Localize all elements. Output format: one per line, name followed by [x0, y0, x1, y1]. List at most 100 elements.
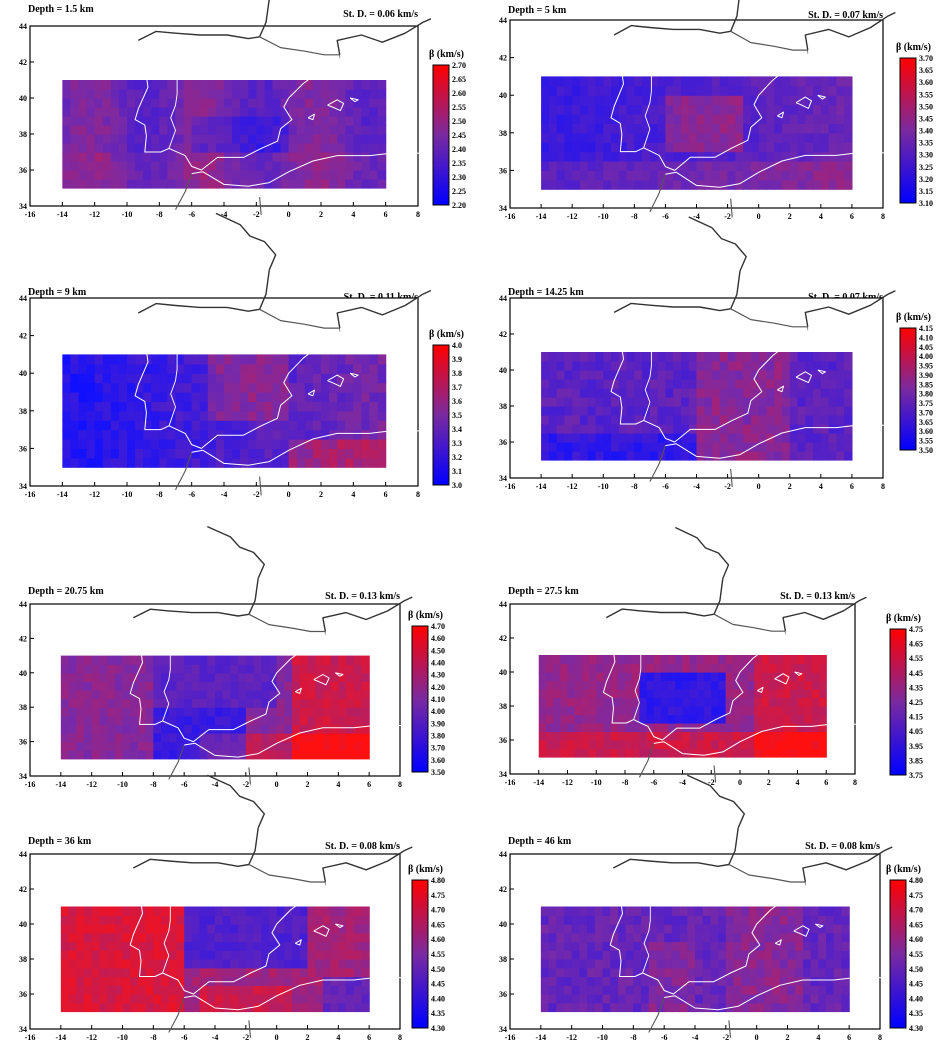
island-outline	[335, 672, 344, 677]
colorbar-tick-label: 4.55	[909, 950, 923, 959]
colorbar-tick-label: 2.25	[452, 187, 466, 196]
colorbar-tick-label: 3.85	[919, 380, 933, 389]
border-overlay	[613, 635, 648, 720]
x-tick-label: -4	[212, 780, 219, 789]
x-tick-label: -10	[117, 1033, 128, 1042]
x-tick-label: -12	[566, 1033, 577, 1042]
x-tick-label: -2	[724, 482, 731, 491]
x-tick-label: -16	[25, 1033, 36, 1042]
coastline	[802, 846, 893, 886]
y-tick-label: 40	[499, 91, 507, 100]
x-tick-label: 8	[398, 1033, 402, 1042]
depth-label: Depth = 14.25 km	[508, 287, 584, 298]
y-tick-label: 44	[19, 22, 27, 31]
x-tick-label: 8	[416, 210, 420, 219]
colorbar-tick-label: 3.5	[452, 411, 462, 420]
x-tick-label: -14	[55, 1033, 66, 1042]
colorbar-tick-label: 4.70	[431, 622, 445, 631]
x-tick-label: -12	[86, 1033, 97, 1042]
colorbar-tick-label: 2.40	[452, 145, 466, 154]
colorbar-tick-label: 4.05	[919, 343, 933, 352]
x-tick-label: 4	[351, 210, 355, 219]
velocity-field	[538, 655, 827, 758]
colorbar-tick-label: 3.70	[919, 408, 933, 417]
colorbar-tick-label: 4.40	[431, 659, 445, 668]
x-tick-label: 6	[850, 482, 854, 491]
island-outline	[313, 925, 330, 937]
y-tick-label: 36	[499, 166, 507, 175]
x-tick-label: -6	[661, 1033, 668, 1042]
coastline	[336, 289, 432, 332]
colorbar-tick-label: 4.60	[431, 935, 445, 944]
y-tick-label: 44	[499, 850, 507, 859]
x-tick-label: 6	[367, 780, 371, 789]
x-tick-label: -4	[212, 1033, 219, 1042]
border-overlay	[146, 59, 185, 149]
colorbar-tick-label: 3.10	[919, 199, 933, 208]
colorbar-tick-label: 3.6	[452, 397, 462, 406]
colorbar-tick-label: 4.30	[431, 671, 445, 680]
x-tick-label: 2	[767, 778, 771, 787]
map-panel: Depth = 46 km St. D. = 0.08 km/s -16 -14 -12…	[499, 774, 923, 1042]
y-tick-label: 38	[499, 702, 507, 711]
y-tick-label: 42	[499, 54, 507, 63]
x-tick-label: 0	[757, 212, 761, 221]
y-tick-label: 34	[19, 482, 27, 491]
x-tick-label: -8	[156, 210, 163, 219]
depth-label: Depth = 9 km	[28, 287, 87, 298]
y-tick-label: 44	[499, 294, 507, 303]
colorbar-tick-label: 3.75	[909, 771, 923, 780]
colorbar-tick-label: 3.60	[919, 78, 933, 87]
x-tick-label: -12	[562, 778, 573, 787]
x-tick-label: -14	[535, 1033, 546, 1042]
y-tick-label: 36	[19, 990, 27, 999]
coastline-overlay	[134, 324, 341, 449]
depth-label: Depth = 27.5 km	[508, 586, 579, 597]
coastline	[322, 596, 413, 636]
colorbar-title: β (km/s)	[429, 49, 464, 60]
y-tick-label: 42	[499, 634, 507, 643]
velocity-field	[62, 80, 387, 189]
x-tick-label: 8	[853, 778, 857, 787]
std-dev-label: St. D. = 0.07 km/s	[808, 10, 883, 21]
border-line	[728, 1020, 732, 1038]
x-tick-label: -2	[724, 212, 731, 221]
x-tick-label: 4	[336, 1033, 340, 1042]
y-tick-label: 34	[499, 770, 507, 779]
border-line	[259, 308, 341, 329]
coastline	[804, 11, 896, 54]
x-tick-label: -10	[591, 778, 602, 787]
x-tick-label: -8	[622, 778, 629, 787]
std-dev-label: St. D. = 0.13 km/s	[325, 591, 400, 602]
x-tick-label: -2	[253, 490, 260, 499]
x-tick-label: -10	[117, 780, 128, 789]
colorbar-tick-label: 4.40	[909, 994, 923, 1003]
colorbar-tick-label: 2.70	[452, 61, 466, 70]
y-tick-label: 34	[499, 1025, 507, 1034]
y-tick-label: 44	[19, 850, 27, 859]
x-tick-label: -4	[679, 778, 686, 787]
colorbar-title: β (km/s)	[896, 312, 931, 323]
colorbar	[432, 344, 450, 486]
coastline-overlay	[610, 46, 809, 171]
x-tick-label: -8	[150, 1033, 157, 1042]
y-tick-label: 42	[19, 885, 27, 894]
coastline	[675, 526, 730, 579]
depth-label: Depth = 1.5 km	[28, 4, 94, 15]
colorbar-tick-label: 4.65	[431, 920, 445, 929]
colorbar-tick-label: 4.60	[909, 935, 923, 944]
x-tick-label: 4	[819, 482, 823, 491]
x-tick-label: -12	[567, 212, 578, 221]
x-tick-label: -8	[631, 482, 638, 491]
velocity-field	[62, 354, 387, 468]
x-tick-label: -16	[25, 210, 36, 219]
colorbar-tick-label: 3.80	[431, 732, 445, 741]
coastline	[215, 212, 277, 271]
x-tick-label: 2	[319, 490, 323, 499]
island-outline	[349, 372, 359, 378]
colorbar-tick-label: 4.15	[909, 713, 923, 722]
colorbar	[899, 327, 917, 451]
coastline	[687, 774, 745, 829]
colorbar-tick-label: 3.3	[452, 439, 462, 448]
colorbar-tick-label: 3.40	[919, 127, 933, 136]
